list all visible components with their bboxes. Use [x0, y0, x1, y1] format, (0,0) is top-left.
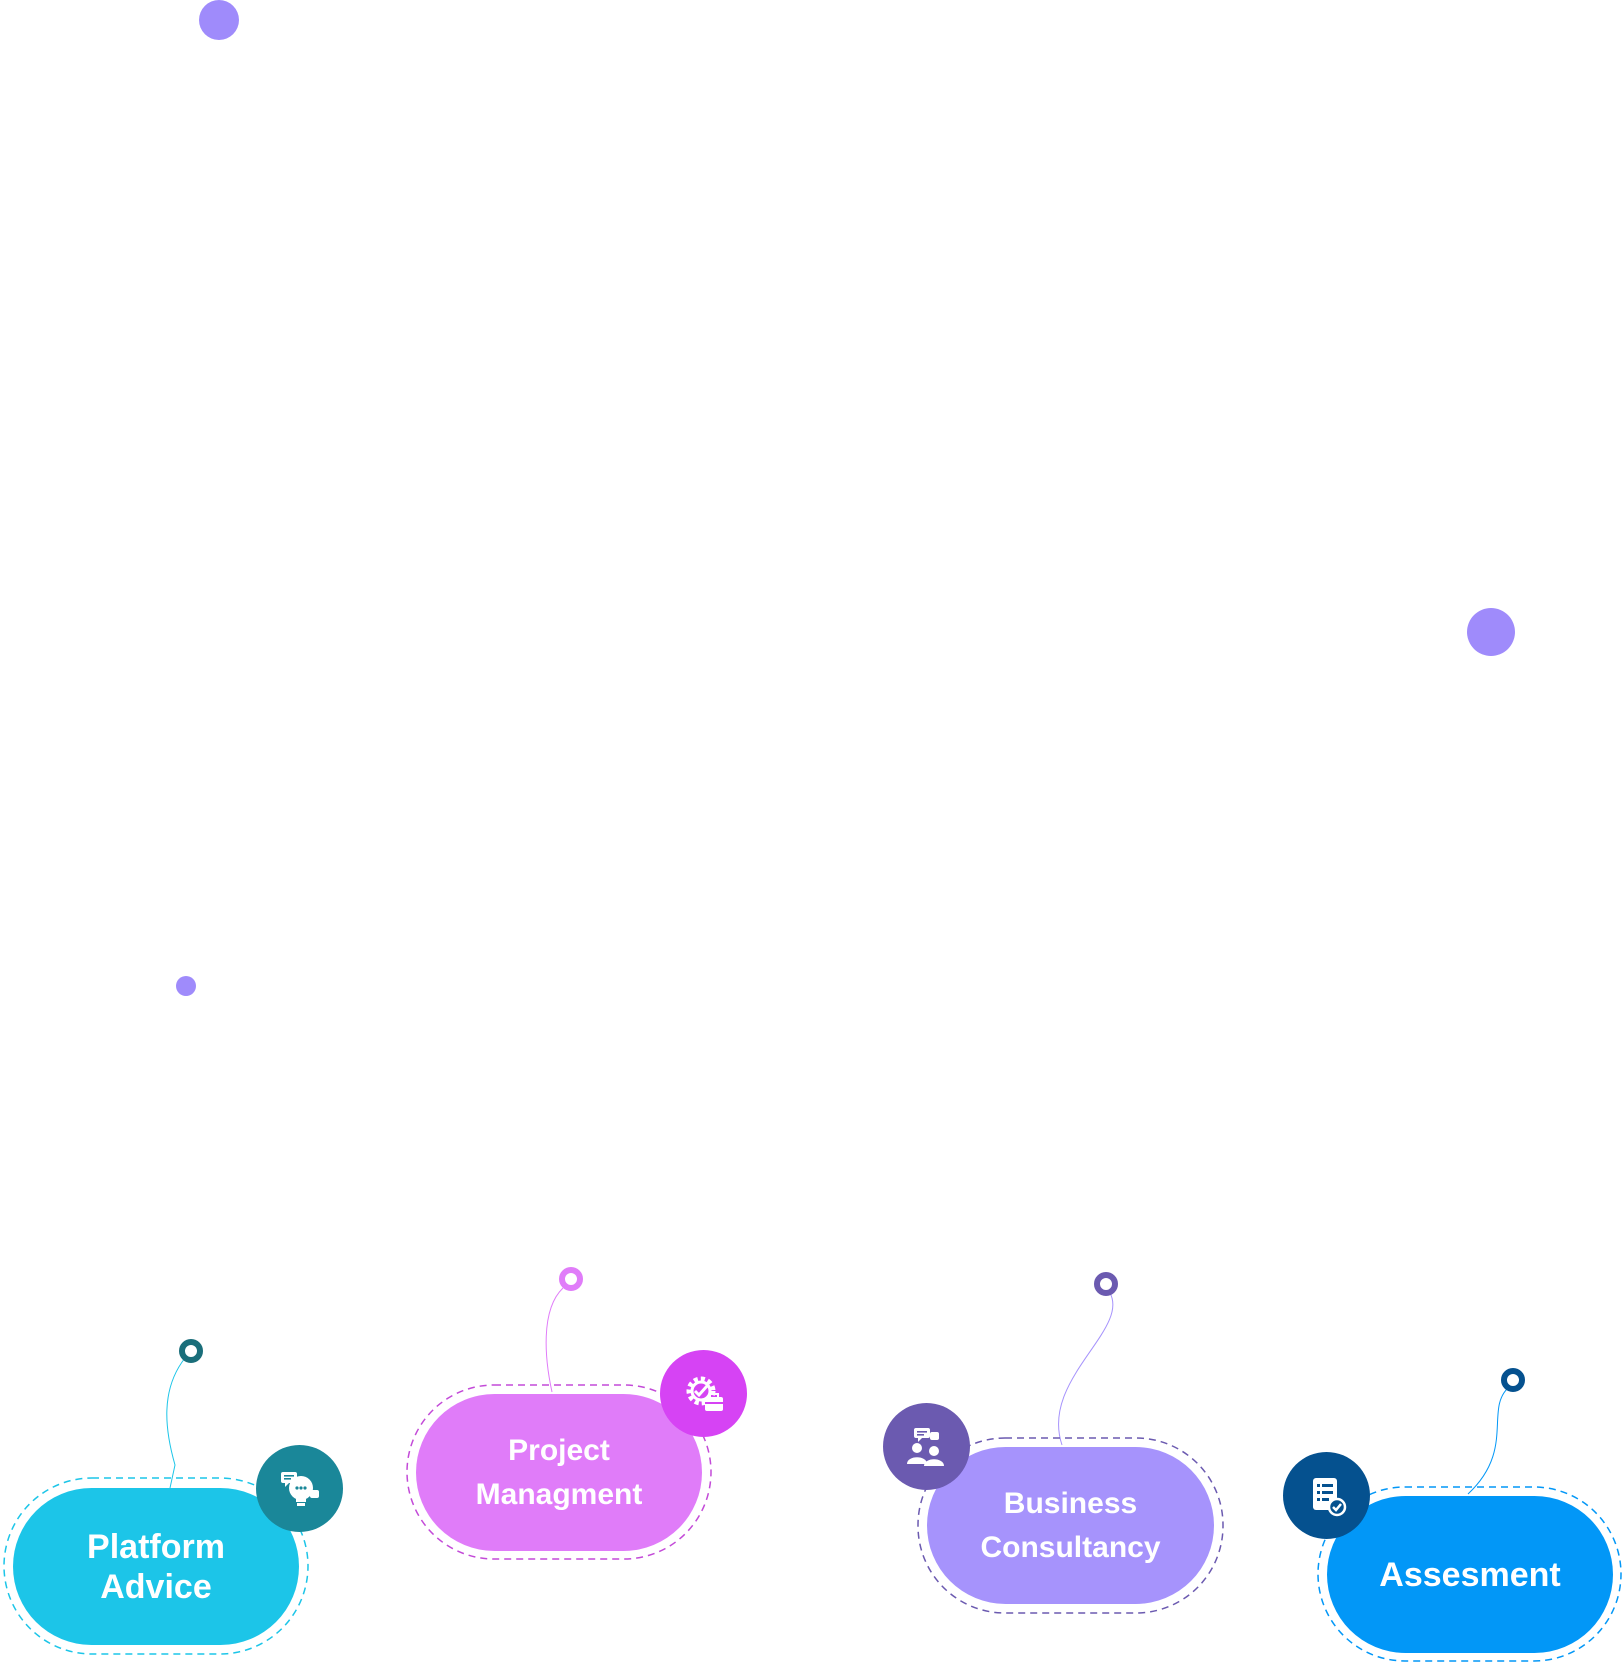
connector-node	[1094, 1272, 1118, 1296]
decor-dot	[1467, 608, 1515, 656]
gear-check-briefcase-icon	[660, 1350, 747, 1437]
dashed-outline	[917, 1437, 1224, 1614]
checklist-document-icon	[1283, 1452, 1370, 1539]
project-management-label: Project Managment	[475, 1433, 643, 1511]
decor-dot	[199, 0, 239, 40]
connector-node	[179, 1339, 203, 1363]
dashed-outline	[406, 1384, 712, 1560]
connector-line	[1058, 1292, 1114, 1446]
dashed-outline	[1317, 1486, 1622, 1662]
lightbulb-chat-icon	[256, 1445, 343, 1532]
connector-line	[545, 1287, 564, 1393]
business-consultancy-label: Business Consultancy	[980, 1486, 1161, 1564]
project-management-button[interactable]: Project Managment	[416, 1394, 702, 1551]
platform-advice-button[interactable]: Platform Advice	[13, 1488, 299, 1645]
decor-dot	[176, 976, 196, 996]
connector-line	[166, 1357, 186, 1489]
connector-node	[1501, 1368, 1525, 1392]
dashed-outline	[3, 1477, 309, 1655]
business-consultancy-button[interactable]: Business Consultancy	[927, 1447, 1214, 1604]
assessment-button[interactable]: Assesment	[1327, 1496, 1613, 1653]
platform-advice-label: Platform Advice	[87, 1527, 225, 1606]
consultation-people-icon	[883, 1403, 970, 1490]
assessment-label: Assesment	[1379, 1555, 1561, 1594]
connector-line	[1467, 1387, 1509, 1495]
connector-node	[559, 1267, 583, 1291]
